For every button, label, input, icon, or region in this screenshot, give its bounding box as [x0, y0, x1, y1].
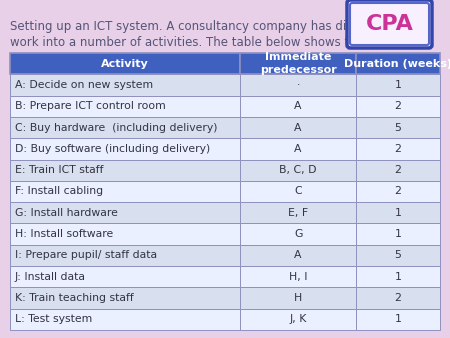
Bar	[240, 309, 356, 330]
Text: A: A	[294, 123, 302, 132]
Text: work into a number of activities. The table below shows the details.: work into a number of activities. The ta…	[10, 36, 411, 49]
Bar	[356, 202, 440, 223]
Text: 5: 5	[395, 250, 401, 260]
Text: A: A	[294, 101, 302, 111]
Text: ·: ·	[297, 80, 300, 90]
Bar	[356, 287, 440, 309]
Bar	[240, 245, 356, 266]
Bar	[356, 181, 440, 202]
Text: CPA: CPA	[365, 14, 414, 34]
Bar	[10, 287, 240, 309]
Text: H, I: H, I	[289, 272, 307, 282]
Bar	[10, 202, 240, 223]
Bar	[10, 160, 240, 181]
Text: Duration (weeks): Duration (weeks)	[344, 59, 450, 69]
Text: I: Prepare pupil/ staff data: I: Prepare pupil/ staff data	[15, 250, 157, 260]
FancyBboxPatch shape	[350, 3, 429, 45]
Bar	[240, 74, 356, 96]
Text: Immediate
predecessor: Immediate predecessor	[260, 52, 337, 75]
Text: Setting up an ICT system. A consultancy company has divided the: Setting up an ICT system. A consultancy …	[10, 20, 402, 33]
Text: C: C	[294, 187, 302, 196]
Bar	[10, 245, 240, 266]
Bar	[10, 223, 240, 245]
Bar	[240, 53, 356, 74]
Text: A: A	[294, 250, 302, 260]
Text: 1: 1	[395, 80, 401, 90]
Text: A: A	[294, 144, 302, 154]
Bar	[10, 74, 240, 96]
Text: 5: 5	[395, 123, 401, 132]
Text: 1: 1	[395, 229, 401, 239]
Text: K: Train teaching staff: K: Train teaching staff	[15, 293, 134, 303]
Text: 1: 1	[395, 208, 401, 218]
Text: E: Train ICT staff: E: Train ICT staff	[15, 165, 104, 175]
Bar	[356, 138, 440, 160]
Bar	[240, 202, 356, 223]
Bar	[240, 181, 356, 202]
Text: 1: 1	[395, 314, 401, 324]
Bar	[240, 96, 356, 117]
Bar	[356, 53, 440, 74]
FancyBboxPatch shape	[347, 0, 432, 48]
Bar	[10, 117, 240, 138]
Bar	[356, 309, 440, 330]
Bar	[240, 138, 356, 160]
Text: J, K: J, K	[289, 314, 307, 324]
Text: 2: 2	[395, 293, 401, 303]
Text: Activity: Activity	[101, 59, 149, 69]
Bar	[10, 181, 240, 202]
Bar	[10, 96, 240, 117]
Text: 2: 2	[395, 187, 401, 196]
Text: G: G	[294, 229, 302, 239]
Text: E, F: E, F	[288, 208, 308, 218]
Bar	[356, 245, 440, 266]
Text: 2: 2	[395, 101, 401, 111]
Text: 1: 1	[395, 272, 401, 282]
Bar	[356, 74, 440, 96]
Text: 2: 2	[395, 144, 401, 154]
Text: 2: 2	[395, 165, 401, 175]
Text: G: Install hardware: G: Install hardware	[15, 208, 118, 218]
Bar	[356, 223, 440, 245]
Text: A: Decide on new system: A: Decide on new system	[15, 80, 153, 90]
Bar	[240, 287, 356, 309]
Bar	[356, 96, 440, 117]
Bar	[240, 117, 356, 138]
Bar	[240, 160, 356, 181]
Bar	[240, 223, 356, 245]
Text: B: Prepare ICT control room: B: Prepare ICT control room	[15, 101, 166, 111]
Bar	[10, 309, 240, 330]
Text: F: Install cabling: F: Install cabling	[15, 187, 103, 196]
Bar	[10, 138, 240, 160]
Bar	[356, 266, 440, 287]
Text: D: Buy software (including delivery): D: Buy software (including delivery)	[15, 144, 210, 154]
Bar	[10, 53, 240, 74]
Text: J: Install data: J: Install data	[15, 272, 86, 282]
Text: B, C, D: B, C, D	[279, 165, 317, 175]
Bar	[356, 117, 440, 138]
Text: L: Test system: L: Test system	[15, 314, 92, 324]
Bar	[240, 266, 356, 287]
Bar	[356, 160, 440, 181]
Text: H: Install software: H: Install software	[15, 229, 113, 239]
Bar	[10, 266, 240, 287]
Text: H: H	[294, 293, 302, 303]
Text: C: Buy hardware  (including delivery): C: Buy hardware (including delivery)	[15, 123, 217, 132]
